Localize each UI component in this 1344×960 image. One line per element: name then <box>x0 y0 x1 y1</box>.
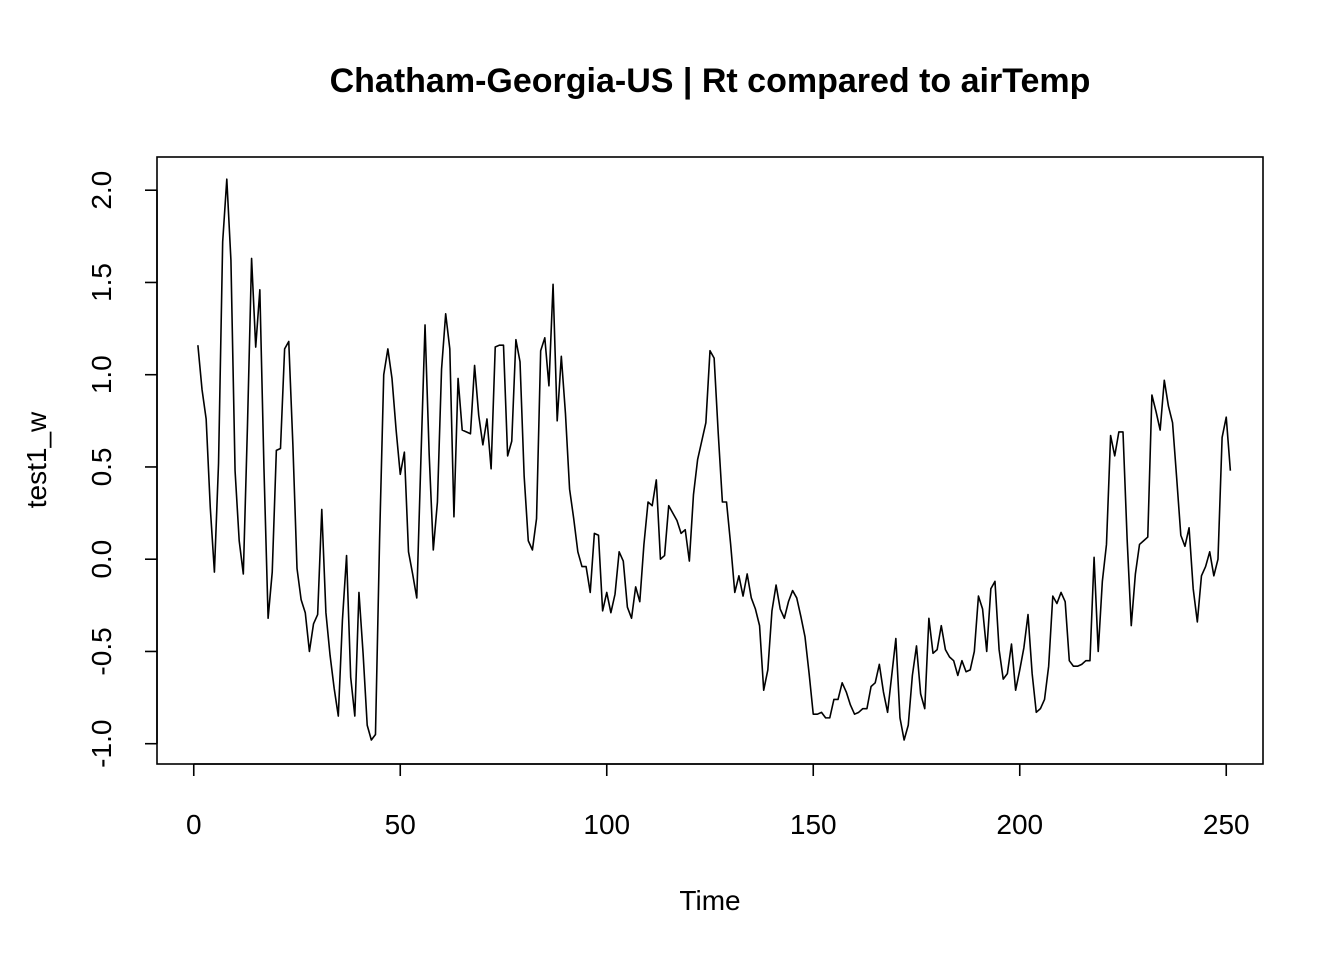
y-tick-label: 1.0 <box>86 355 117 394</box>
y-tick-label: 1.5 <box>86 263 117 302</box>
plot-frame <box>156 156 1264 765</box>
y-axis-title: test1_w <box>21 411 52 508</box>
y-axis: -1.0 -0.5 0.0 0.5 1.0 1.5 2.0 <box>86 171 158 768</box>
x-tick-label: 150 <box>790 809 837 840</box>
chart-title: Chatham-Georgia-US | Rt compared to airT… <box>330 62 1091 100</box>
y-tick-label: 2.0 <box>86 171 117 210</box>
y-tick-label: 0.0 <box>86 540 117 579</box>
x-tick-label: 100 <box>583 809 630 840</box>
y-tick-label: 0.5 <box>86 447 117 486</box>
series-line-0 <box>197 178 1232 741</box>
x-tick-label: 250 <box>1203 809 1250 840</box>
x-tick-label: 50 <box>385 809 416 840</box>
x-axis: 0 50 100 150 200 250 <box>186 763 1250 840</box>
series-layer <box>197 178 1232 741</box>
x-tick-label: 0 <box>186 809 202 840</box>
x-axis-title: Time <box>679 885 740 916</box>
y-tick-label: -0.5 <box>86 627 117 675</box>
y-tick-label: -1.0 <box>86 720 117 768</box>
x-tick-label: 200 <box>996 809 1043 840</box>
